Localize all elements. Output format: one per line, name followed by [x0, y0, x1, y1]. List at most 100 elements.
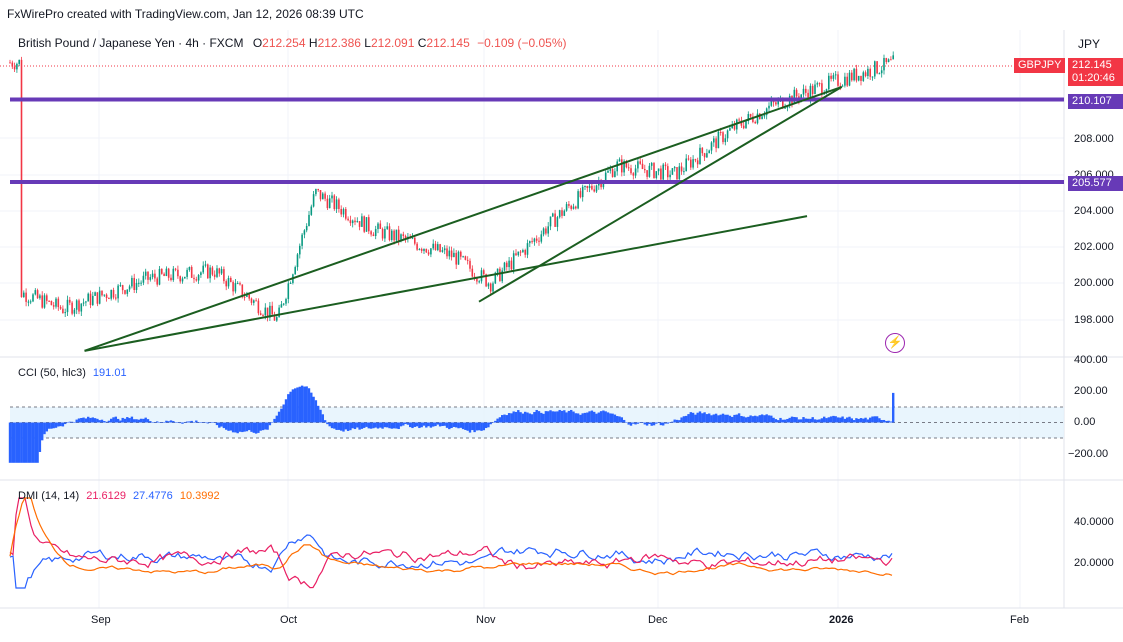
symbol-tag: GBPJPY: [1014, 58, 1066, 73]
cci-bar: [533, 412, 536, 423]
candle-body: [770, 100, 773, 106]
cci-bar: [726, 414, 729, 423]
cci-bar: [70, 421, 74, 423]
cci-legend[interactable]: CCI (50, hlc3) 191.01: [18, 368, 127, 379]
candle-body: [381, 228, 384, 239]
cci-bar: [307, 388, 311, 423]
cci-bar: [13, 422, 16, 463]
candle-body: [20, 59, 23, 298]
cci-bar: [383, 422, 387, 428]
cci-bar: [742, 416, 745, 423]
candle-body: [216, 268, 218, 277]
candle-body: [848, 72, 851, 86]
candle-body: [731, 124, 733, 129]
cci-bar: [298, 386, 301, 423]
candle-body: [85, 301, 87, 303]
cci-bar: [634, 422, 637, 425]
symbol-legend[interactable]: British Pound / Japanese Yen · 4h · FXCM…: [18, 37, 567, 49]
cci-bar: [363, 422, 366, 428]
cci-bar: [199, 422, 203, 423]
cci-bar: [774, 419, 778, 423]
cci-bar: [418, 422, 421, 429]
cci-bar: [284, 399, 288, 423]
cci-bar: [804, 418, 807, 423]
cci-bar: [691, 412, 695, 423]
candle-body: [816, 83, 819, 85]
cci-bar: [266, 422, 269, 430]
candle-body: [460, 251, 462, 257]
dmi-legend[interactable]: DMI (14, 14) 21.6129 27.4776 10.3992: [18, 491, 220, 502]
cci-bar: [629, 422, 633, 426]
candle-body: [253, 300, 255, 303]
cci-bar: [526, 412, 529, 423]
cci-bar: [461, 422, 465, 430]
candle-body: [443, 248, 446, 251]
candle-body: [230, 277, 232, 282]
cci-bar: [756, 416, 759, 423]
candle-body: [667, 166, 669, 178]
trend-lines[interactable]: [84, 85, 843, 352]
cci-bar: [519, 412, 522, 423]
cci-bar: [701, 413, 704, 423]
cci-bar: [834, 416, 837, 423]
cci-bar: [708, 413, 711, 423]
candle-body: [259, 313, 262, 315]
cci-bar: [728, 415, 732, 423]
candle-body: [186, 269, 188, 277]
cci-bar: [618, 416, 621, 423]
cci-bar: [438, 422, 442, 427]
horizontal-levels[interactable]: [10, 97, 1064, 184]
candle-body: [257, 300, 260, 314]
candle-body: [885, 57, 888, 63]
candle-body: [386, 226, 388, 229]
cci-bar: [93, 418, 97, 423]
cci-bar: [816, 419, 819, 423]
cci-bar: [34, 422, 37, 463]
candle-body: [664, 164, 667, 167]
cci-bar: [751, 416, 755, 423]
candle-body: [278, 307, 280, 318]
cci-bar: [323, 420, 327, 423]
cci-bar: [169, 420, 173, 423]
candle-body: [749, 114, 752, 117]
candle-body: [453, 252, 455, 258]
candle-body: [676, 167, 678, 180]
cci-bar: [733, 414, 736, 423]
cci-bar: [89, 417, 92, 423]
cci-bar: [75, 419, 78, 423]
cci-bar: [317, 405, 320, 423]
cci-bar: [717, 415, 720, 423]
candle-body: [471, 268, 474, 277]
dmi-pane: [9, 497, 893, 589]
price-tick: 208.000: [1074, 133, 1114, 145]
cci-bar: [326, 422, 329, 425]
candle-body: [370, 231, 372, 235]
cci-bar: [859, 418, 863, 423]
cci-bar: [158, 422, 161, 423]
candle-body: [59, 307, 62, 309]
cci-bar: [512, 411, 515, 423]
candle-body: [340, 208, 342, 215]
candle-body: [687, 158, 690, 160]
candle-body: [326, 198, 329, 209]
cci-bar: [517, 410, 520, 423]
candle-body: [430, 248, 432, 255]
candle-body: [510, 260, 513, 270]
candle-body: [174, 268, 177, 270]
lightning-icon[interactable]: ⚡: [885, 333, 905, 353]
last-price-tag: 212.145 01:20:46: [1068, 58, 1123, 86]
cci-bar: [482, 422, 485, 431]
currency-label[interactable]: JPY: [1078, 37, 1101, 51]
cci-bar: [77, 418, 81, 423]
candle-body: [39, 295, 41, 299]
candle-body: [522, 250, 524, 253]
candle-body: [588, 185, 591, 189]
cci-bar: [188, 421, 191, 423]
candle-body: [549, 216, 552, 227]
candle-body: [377, 223, 379, 230]
cci-bar: [790, 416, 794, 423]
cci-bar: [443, 422, 446, 426]
cci-bar: [632, 422, 635, 424]
candle-body: [241, 284, 244, 297]
